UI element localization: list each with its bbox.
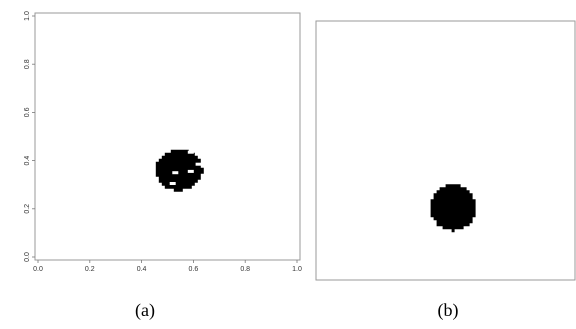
y-tick-label-3: 0.6 — [24, 107, 31, 117]
blob-a-hole-1 — [172, 171, 179, 175]
x-tick-label-0: 0.0 — [33, 266, 43, 273]
blob-a-hole-2 — [187, 169, 194, 173]
blob-b — [430, 184, 476, 233]
x-axis-ticks-a: 0.0 0.2 0.4 0.6 0.8 1.0 — [33, 260, 302, 273]
blob-a-hole-0 — [187, 150, 194, 154]
panel-a: 0.0 0.2 0.4 0.6 0.8 1.0 0.0 0.2 0.4 0.6 0.8 1.0 — [24, 11, 302, 273]
x-tick-label-4: 0.8 — [240, 266, 250, 273]
y-tick-label-5: 1.0 — [24, 11, 31, 21]
caption-b: (b) — [437, 300, 459, 320]
blob-a — [155, 149, 204, 192]
plot-frame-a — [34, 12, 301, 261]
x-tick-label-3: 0.6 — [189, 266, 199, 273]
blob-a-hole-4 — [169, 182, 176, 185]
x-tick-label-1: 0.2 — [85, 266, 95, 273]
blob-pixels — [430, 184, 476, 233]
x-tick-label-5: 1.0 — [292, 266, 302, 273]
panel-b — [315, 20, 576, 281]
y-tick-label-0: 0.0 — [24, 252, 31, 262]
y-tick-label-4: 0.8 — [24, 59, 31, 69]
caption-a: (a) — [135, 300, 155, 320]
y-tick-label-1: 0.2 — [24, 204, 31, 214]
y-tick-label-2: 0.4 — [24, 156, 31, 166]
x-tick-label-2: 0.4 — [137, 266, 147, 273]
blob-a-hole-3 — [195, 162, 202, 166]
plot-frame-b — [315, 20, 576, 281]
y-axis-ticks-a: 0.0 0.2 0.4 0.6 0.8 1.0 — [24, 11, 35, 262]
blob-pixels — [155, 149, 204, 192]
